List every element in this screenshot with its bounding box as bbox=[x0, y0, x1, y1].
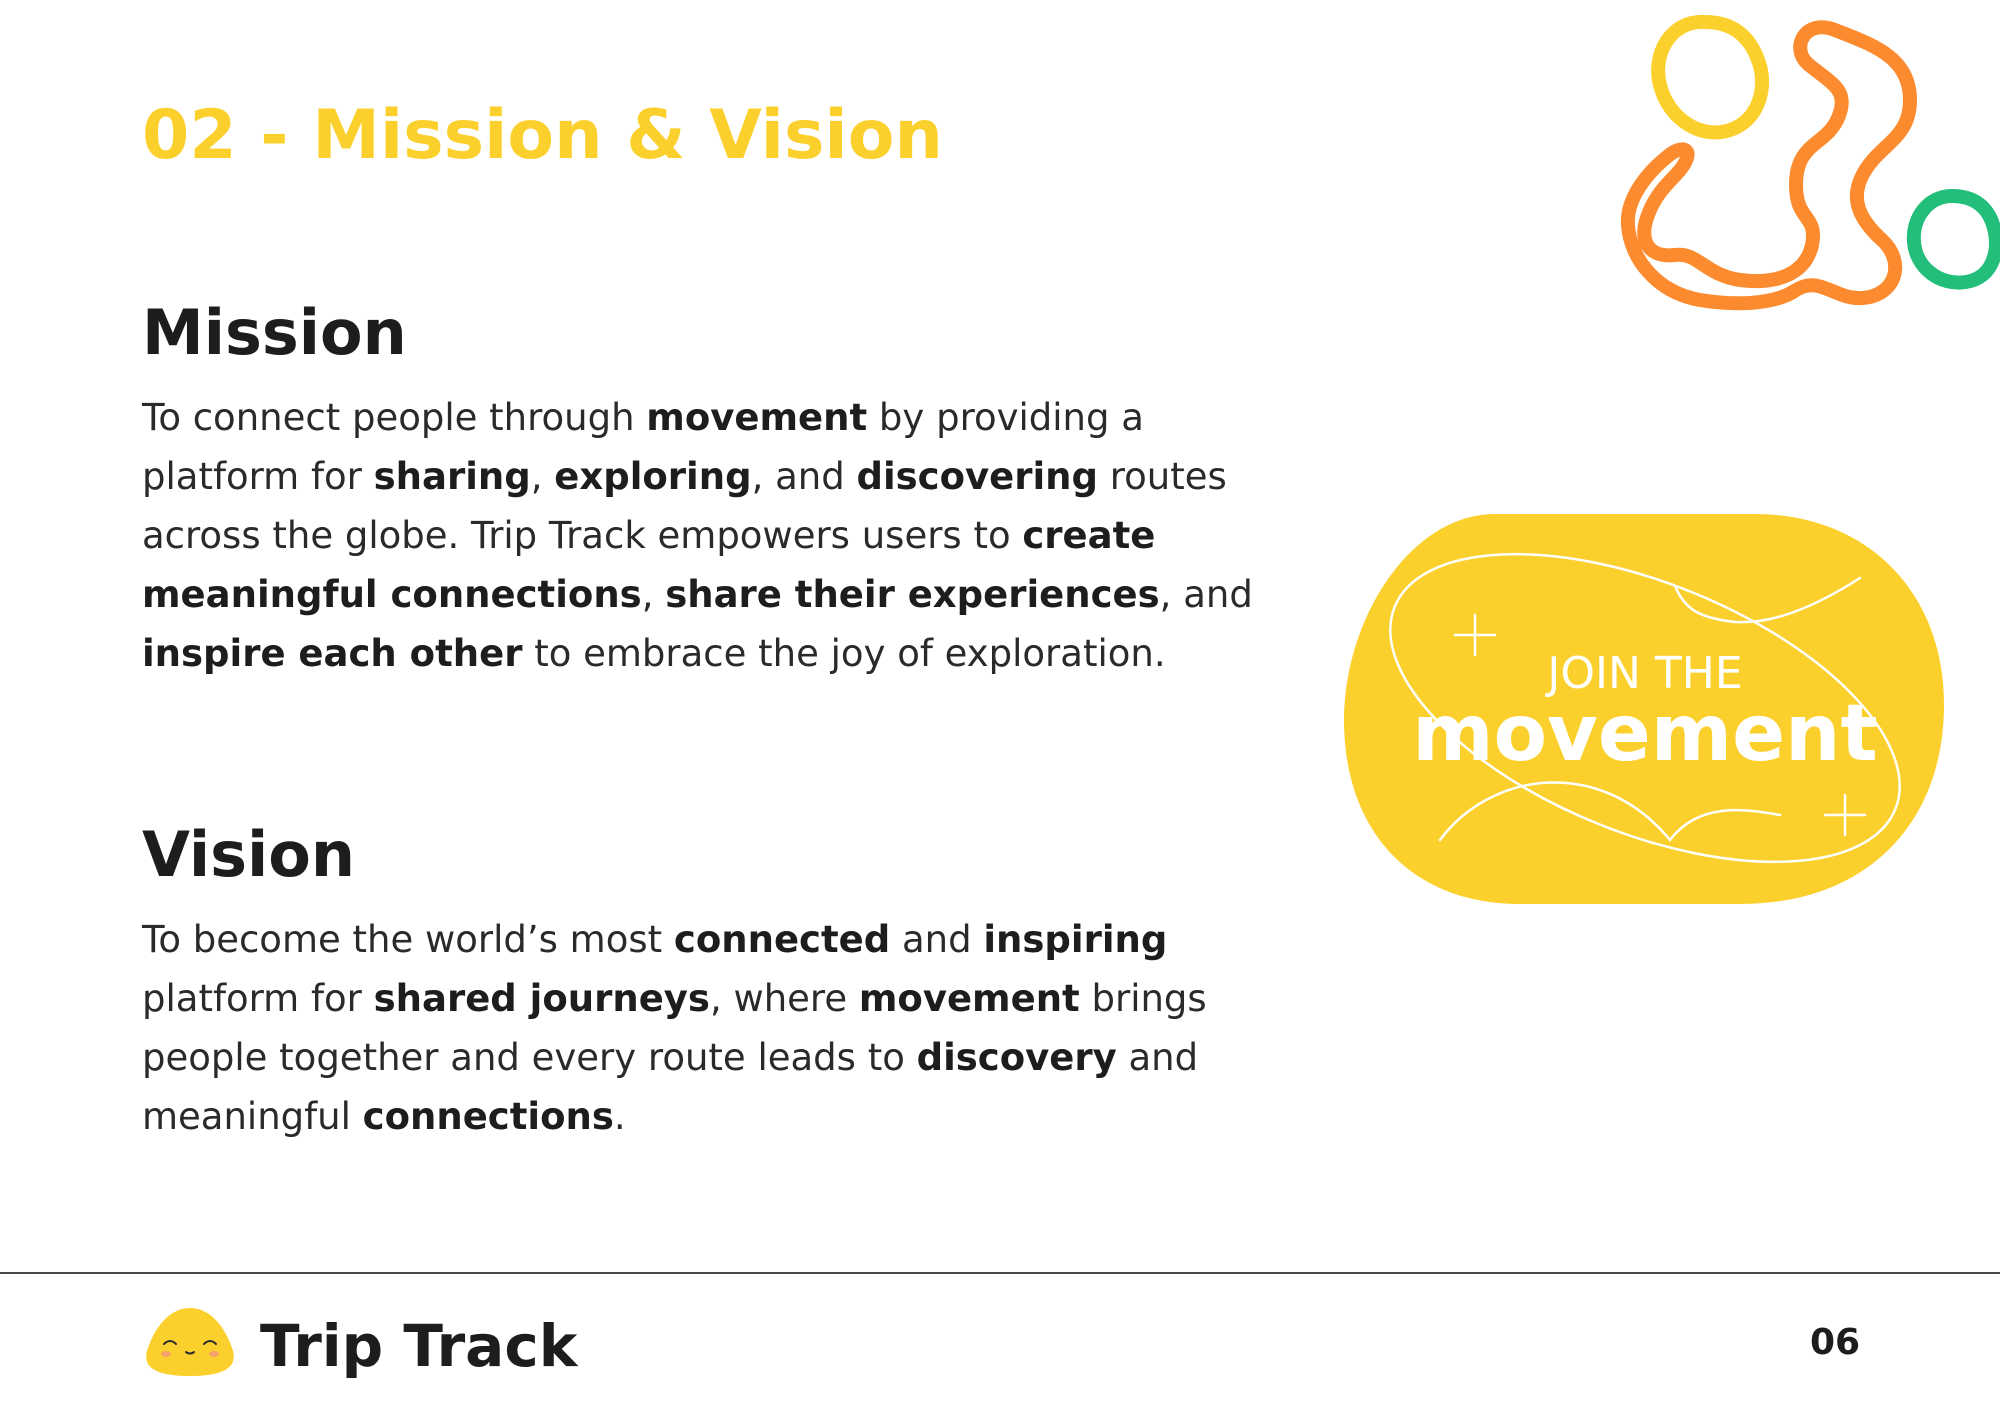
body-text: To connect people through bbox=[142, 396, 647, 439]
emphasis-text: discovering bbox=[856, 455, 1098, 498]
body-text: , where bbox=[709, 977, 859, 1020]
body-text: by providing a platform for bbox=[142, 396, 1144, 498]
emphasis-text: shared journeys bbox=[373, 977, 710, 1020]
smiling-blob-icon bbox=[146, 1308, 234, 1376]
emphasis-text: share their experiences bbox=[665, 573, 1160, 616]
join-the-movement-badge: JOIN THE movement bbox=[1344, 514, 1944, 904]
vision-body: To become the world’s most connected and… bbox=[142, 910, 1282, 1146]
emphasis-text: discovery bbox=[916, 1036, 1117, 1079]
mission-heading: Mission bbox=[142, 296, 407, 369]
body-text: , bbox=[641, 573, 666, 616]
body-text: , bbox=[530, 455, 555, 498]
emphasis-text: inspiring bbox=[983, 918, 1168, 961]
body-text: platform for bbox=[142, 977, 374, 1020]
body-text: . bbox=[613, 1095, 626, 1138]
mission-body: To connect people through movement by pr… bbox=[142, 388, 1282, 683]
emphasis-text: create meaningful connections bbox=[142, 514, 1156, 616]
decorative-squiggle-icon bbox=[1620, 14, 2000, 311]
page-number: 06 bbox=[1810, 1322, 1861, 1363]
footer-divider bbox=[0, 1272, 2000, 1274]
body-text: to embrace the joy of exploration. bbox=[522, 632, 1166, 675]
emphasis-text: connections bbox=[362, 1095, 614, 1138]
emphasis-text: sharing bbox=[373, 455, 531, 498]
emphasis-text: inspire each other bbox=[142, 632, 523, 675]
emphasis-text: movement bbox=[646, 396, 868, 439]
page-title: 02 - Mission & Vision bbox=[142, 96, 943, 175]
emphasis-text: connected bbox=[673, 918, 891, 961]
emphasis-text: movement bbox=[858, 977, 1080, 1020]
badge-line-2: movement bbox=[1412, 689, 1878, 779]
body-text: , and bbox=[1159, 573, 1253, 616]
body-text: brings people together and every route l… bbox=[142, 977, 1207, 1079]
body-text: To become the world’s most bbox=[142, 918, 674, 961]
emphasis-text: exploring bbox=[554, 455, 752, 498]
body-text: , and bbox=[751, 455, 857, 498]
body-text: and meaningful bbox=[142, 1036, 1199, 1138]
badge-line-1: JOIN THE bbox=[1544, 648, 1742, 699]
body-text: routes across the globe. Trip Track empo… bbox=[142, 455, 1227, 557]
vision-heading: Vision bbox=[142, 818, 356, 891]
footer-brand-name: Trip Track bbox=[260, 1312, 578, 1380]
body-text: and bbox=[890, 918, 984, 961]
